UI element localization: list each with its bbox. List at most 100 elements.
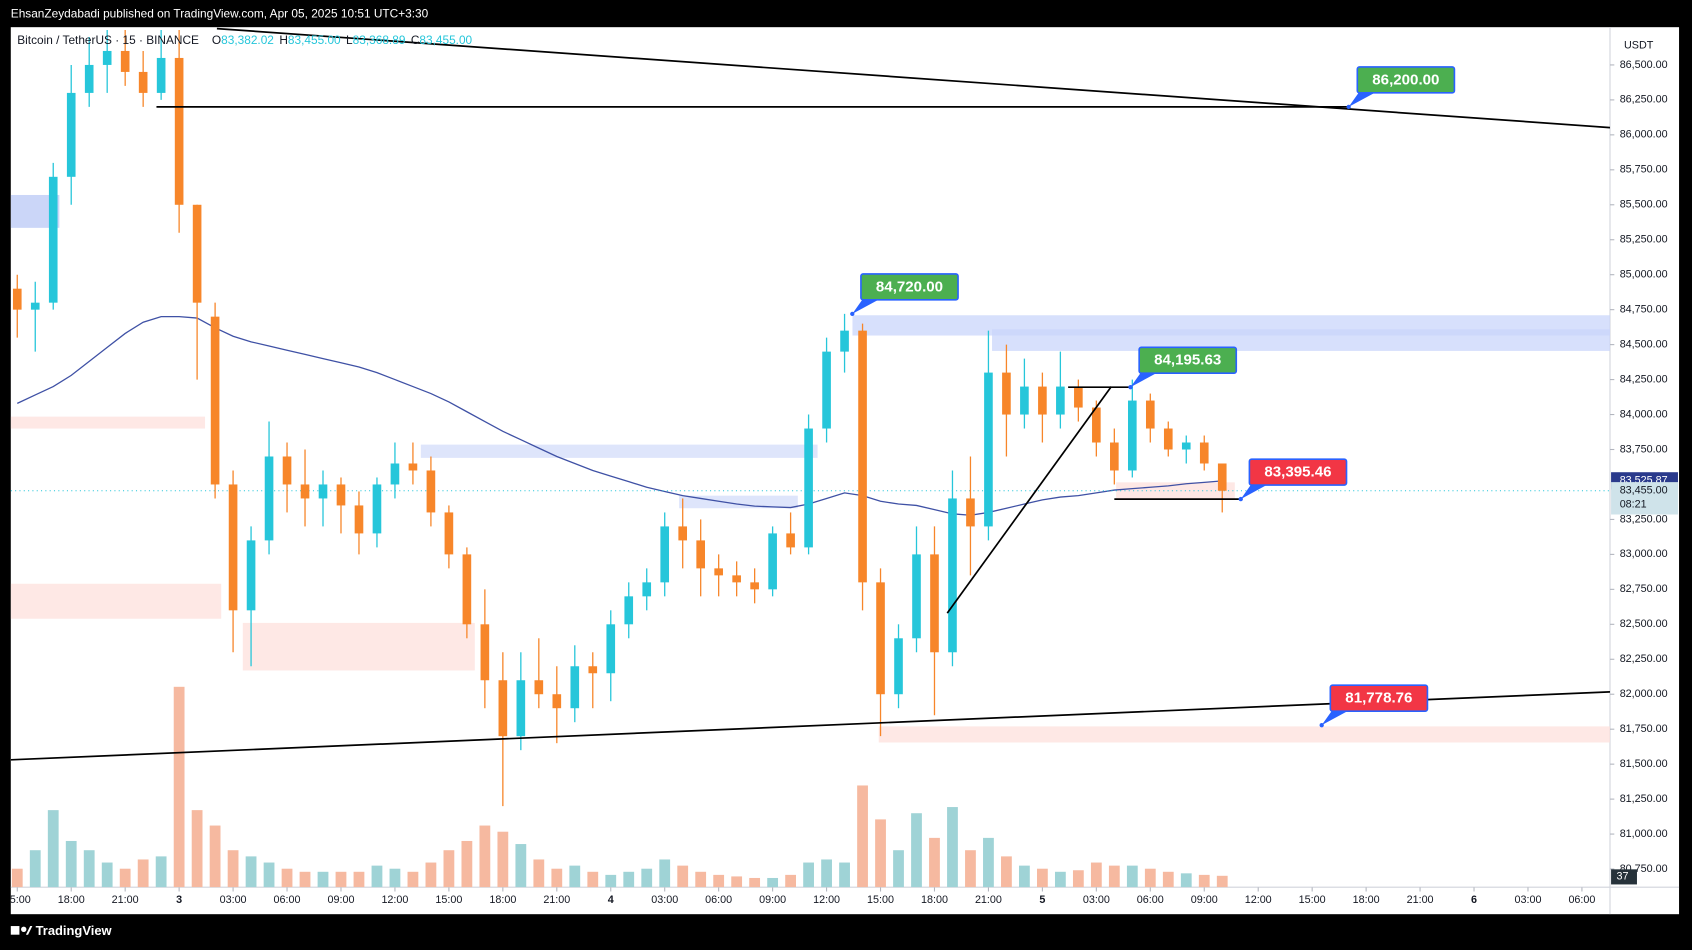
zone xyxy=(10,583,222,619)
volume-bar xyxy=(623,871,635,888)
volume-bar xyxy=(353,871,365,888)
volume-bar xyxy=(893,850,904,888)
zone xyxy=(10,416,206,429)
volume-bar xyxy=(803,862,814,888)
volume-bar xyxy=(1180,873,1192,888)
x-tick-label: 12:00 xyxy=(1245,894,1272,906)
candle-body xyxy=(1217,463,1227,491)
candle-body xyxy=(1145,400,1155,429)
chart-background xyxy=(10,27,1680,915)
volume-bar xyxy=(425,862,437,888)
candle-body xyxy=(1038,386,1047,415)
candle-body xyxy=(714,568,723,576)
volume-bar xyxy=(767,877,779,888)
volume-bar xyxy=(173,686,185,888)
candle-body xyxy=(354,505,364,534)
y-tick-label: 81,000.00 xyxy=(1620,828,1668,840)
y-tick-label: 86,000.00 xyxy=(1620,129,1668,141)
volume-bar xyxy=(1054,871,1066,888)
callout-anchor xyxy=(1238,496,1243,502)
legend-key: L xyxy=(346,33,353,47)
candle-body xyxy=(48,176,58,303)
candle-body xyxy=(984,372,993,527)
volume-bar xyxy=(659,859,671,888)
candle-body xyxy=(948,498,957,653)
volume-bar xyxy=(29,850,41,888)
volume-bar xyxy=(47,810,59,888)
callout-label: 84,720.00 xyxy=(876,278,943,295)
volume-bar xyxy=(497,831,509,888)
candle-body xyxy=(408,463,418,471)
time-axis: 15:00 18:00 21:00 3 03:00 06:00 09:00 12:00 15:0… xyxy=(11,887,1595,906)
x-tick-label: 06:00 xyxy=(274,894,301,906)
y-tick-label: 83,250.00 xyxy=(1620,513,1668,525)
legend-value: 83,382.02 xyxy=(221,33,274,47)
candle-body xyxy=(768,533,777,590)
candle-body xyxy=(966,498,975,527)
candle-body xyxy=(552,694,562,709)
x-tick-label: 03:00 xyxy=(1083,894,1110,906)
candle-body xyxy=(822,351,831,429)
candle-body xyxy=(426,470,436,513)
y-tick-label: 85,750.00 xyxy=(1620,164,1668,176)
y-tick-label: 82,250.00 xyxy=(1620,653,1668,665)
x-tick-label: 18:00 xyxy=(489,894,516,906)
volume-bar xyxy=(479,825,491,888)
volume-bar xyxy=(191,810,203,888)
volume-bar xyxy=(839,862,850,888)
volume-bar xyxy=(515,844,527,888)
volume-bar xyxy=(857,785,868,888)
callout-box xyxy=(1356,66,1456,94)
volume-bar xyxy=(1001,856,1012,888)
y-tick-label: 83,750.00 xyxy=(1620,443,1668,455)
x-tick-label: 12:00 xyxy=(381,894,408,906)
y-tick-label: 84,750.00 xyxy=(1620,304,1668,316)
callout-anchor xyxy=(1346,104,1351,110)
callout-box xyxy=(1248,458,1348,486)
callout-anchor xyxy=(850,311,855,317)
candle-body xyxy=(750,582,759,590)
candle-body xyxy=(282,456,292,485)
y-tick-label: 83,000.00 xyxy=(1620,548,1668,560)
callout-box xyxy=(1138,346,1238,374)
candle-body xyxy=(1199,442,1209,464)
candle-body xyxy=(444,512,454,555)
x-tick-label: 03:00 xyxy=(1514,894,1541,906)
zone xyxy=(679,495,798,509)
x-tick-label: 15:00 xyxy=(435,894,462,906)
volume-bar xyxy=(821,859,832,888)
x-tick-label: 21:00 xyxy=(975,894,1002,906)
candle-body xyxy=(624,596,634,625)
volume-bar xyxy=(947,807,958,888)
volume-bar xyxy=(551,868,563,888)
callout-label: 83,395.46 xyxy=(1264,464,1331,481)
candle-body xyxy=(588,666,598,674)
x-tick-label: 09:00 xyxy=(327,894,354,906)
candle-body xyxy=(804,428,813,548)
candle-body xyxy=(480,624,490,681)
candle-body xyxy=(372,484,382,534)
candle-body xyxy=(858,330,867,583)
price-label: 83,455.00 xyxy=(1620,485,1668,497)
x-tick-label: 18:00 xyxy=(921,894,948,906)
volume-bar xyxy=(335,871,347,888)
volume-bar xyxy=(1019,865,1030,888)
candle-body xyxy=(1020,386,1029,415)
volume-bar xyxy=(677,865,689,888)
candle-body xyxy=(138,71,148,93)
candle-body xyxy=(1092,407,1101,443)
publish-header: EhsanZeydabadi published on TradingView.… xyxy=(11,6,429,20)
volume-bar xyxy=(605,874,617,888)
footer-brand: TradingView xyxy=(36,923,113,938)
y-tick-label: 82,500.00 xyxy=(1620,618,1668,630)
y-tick-label: 82,000.00 xyxy=(1620,688,1668,700)
y-tick-label: 84,000.00 xyxy=(1620,408,1668,420)
volume-bar xyxy=(641,868,653,888)
candle-body xyxy=(840,330,849,352)
volume-bar xyxy=(137,859,149,888)
y-tick-label: 86,250.00 xyxy=(1620,94,1668,106)
volume-bar xyxy=(65,840,77,888)
volume-bar xyxy=(11,868,23,888)
zone xyxy=(992,329,1610,351)
volume-label: 37 xyxy=(1616,871,1628,883)
